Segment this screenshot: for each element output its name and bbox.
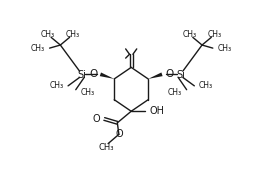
Polygon shape xyxy=(100,72,114,79)
Text: OH: OH xyxy=(150,106,165,116)
Text: CH₃: CH₃ xyxy=(66,30,80,39)
Text: CH₃: CH₃ xyxy=(183,30,197,39)
Text: O: O xyxy=(93,114,100,124)
Text: CH₃: CH₃ xyxy=(80,88,94,97)
Text: O: O xyxy=(115,129,123,139)
Text: CH₃: CH₃ xyxy=(99,143,114,152)
Text: CH₃: CH₃ xyxy=(199,81,213,90)
Polygon shape xyxy=(148,72,163,79)
Text: Si: Si xyxy=(78,70,86,80)
Text: CH₃: CH₃ xyxy=(49,81,63,90)
Text: CH₃: CH₃ xyxy=(217,44,232,53)
Text: O: O xyxy=(165,69,173,79)
Text: Si: Si xyxy=(176,70,185,80)
Text: CH₃: CH₃ xyxy=(207,30,221,39)
Text: O: O xyxy=(89,69,97,79)
Text: CH₃: CH₃ xyxy=(41,30,55,39)
Text: CH₃: CH₃ xyxy=(31,44,45,53)
Text: CH₃: CH₃ xyxy=(168,88,182,97)
